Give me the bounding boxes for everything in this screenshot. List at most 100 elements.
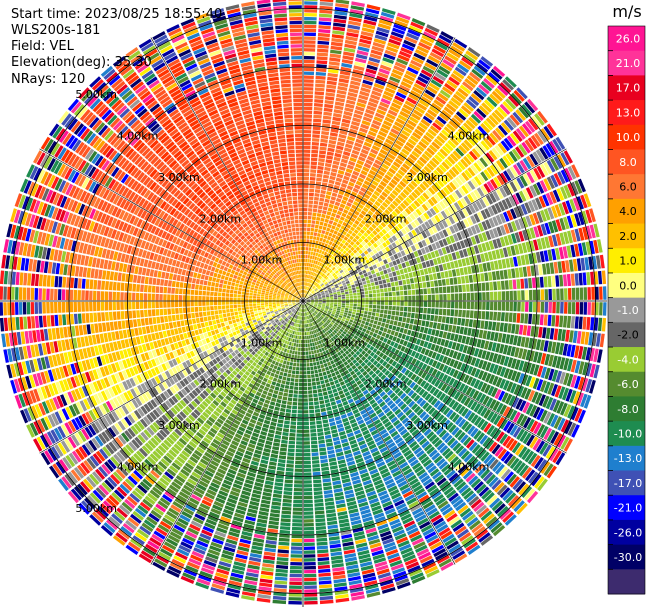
velocity-gate <box>426 281 431 288</box>
velocity-gate <box>352 290 357 293</box>
velocity-gate <box>355 138 364 145</box>
velocity-gate <box>294 468 303 472</box>
velocity-gate <box>310 279 313 284</box>
velocity-gate <box>312 126 321 131</box>
velocity-gate <box>363 284 368 288</box>
velocity-gate <box>368 274 373 279</box>
velocity-gate <box>299 378 303 383</box>
velocity-gate <box>284 420 290 425</box>
velocity-gate <box>463 327 468 336</box>
velocity-gate <box>425 321 430 328</box>
velocity-gate <box>303 196 309 200</box>
velocity-gate <box>293 343 297 347</box>
velocity-gate <box>331 192 338 197</box>
velocity-gate <box>289 581 302 586</box>
velocity-gate <box>384 273 389 279</box>
velocity-gate <box>361 83 372 90</box>
velocity-gate <box>291 413 297 418</box>
velocity-gate <box>304 332 307 336</box>
velocity-gate <box>367 101 378 108</box>
velocity-gate <box>310 271 313 275</box>
velocity-gate <box>329 461 338 466</box>
velocity-gate <box>321 230 326 235</box>
velocity-gate <box>293 503 303 508</box>
velocity-gate <box>309 235 313 240</box>
velocity-gate <box>303 390 308 394</box>
velocity-gate <box>334 302 338 305</box>
velocity-gate <box>275 478 284 483</box>
velocity-gate <box>317 209 322 214</box>
velocity-gate <box>547 314 552 326</box>
velocity-gate <box>318 17 332 22</box>
velocity-gate <box>378 130 387 138</box>
velocity-gate <box>311 142 319 146</box>
velocity-gate <box>388 131 398 139</box>
velocity-gate <box>453 317 458 325</box>
velocity-gate <box>290 550 302 554</box>
velocity-gate <box>320 258 324 263</box>
velocity-gate <box>466 301 471 310</box>
velocity-gate <box>362 328 367 333</box>
velocity-gate <box>308 283 311 287</box>
velocity-gate <box>297 402 303 406</box>
velocity-gate <box>386 46 399 53</box>
velocity-gate <box>304 0 318 2</box>
velocity-gate <box>368 152 377 159</box>
velocity-gate <box>359 173 366 180</box>
velocity-gate <box>348 310 352 314</box>
velocity-gate <box>370 282 375 287</box>
velocity-gate <box>356 289 361 293</box>
velocity-gate <box>373 116 383 123</box>
velocity-gate <box>322 371 327 376</box>
velocity-gate <box>310 432 317 437</box>
velocity-gate <box>400 301 404 306</box>
velocity-gate <box>330 196 337 201</box>
velocity-gate <box>352 311 356 315</box>
velocity-gate <box>319 266 323 271</box>
velocity-gate <box>543 314 548 326</box>
velocity-gate <box>389 34 403 43</box>
velocity-gate <box>300 324 302 328</box>
velocity-gate <box>292 346 296 351</box>
velocity-gate <box>303 488 313 492</box>
velocity-gate <box>331 372 336 377</box>
velocity-gate <box>314 405 320 409</box>
velocity-gate <box>339 130 348 136</box>
velocity-gate <box>305 254 308 259</box>
velocity-gate <box>299 375 303 379</box>
velocity-gate <box>390 330 395 336</box>
velocity-gate <box>329 132 338 137</box>
velocity-gate <box>567 302 572 314</box>
velocity-gate <box>303 200 308 204</box>
velocity-gate <box>291 409 297 414</box>
velocity-gate <box>438 264 444 272</box>
velocity-gate <box>307 255 310 259</box>
velocity-gate <box>505 291 510 301</box>
velocity-gate <box>454 285 459 293</box>
velocity-gate <box>332 160 340 166</box>
velocity-gate <box>333 367 338 372</box>
velocity-gate <box>304 294 306 298</box>
velocity-gate <box>313 277 317 281</box>
velocity-gate <box>377 301 381 305</box>
velocity-gate <box>429 321 434 328</box>
velocity-gate <box>325 88 336 93</box>
velocity-gate <box>396 306 400 311</box>
velocity-gate <box>326 446 334 451</box>
velocity-gate <box>370 49 383 56</box>
velocity-gate <box>421 34 435 44</box>
velocity-gate <box>392 296 396 301</box>
velocity-gate <box>322 178 329 183</box>
velocity-gate <box>307 287 310 291</box>
velocity-gate <box>375 312 380 317</box>
velocity-gate <box>328 356 333 361</box>
velocity-gate <box>304 44 316 48</box>
velocity-gate <box>281 380 286 385</box>
velocity-gate <box>310 231 314 236</box>
velocity-gate <box>323 202 329 207</box>
velocity-gate <box>304 28 317 33</box>
velocity-gate <box>401 333 407 340</box>
velocity-gate <box>309 177 316 181</box>
velocity-gate <box>291 542 302 547</box>
velocity-gate <box>325 92 335 97</box>
